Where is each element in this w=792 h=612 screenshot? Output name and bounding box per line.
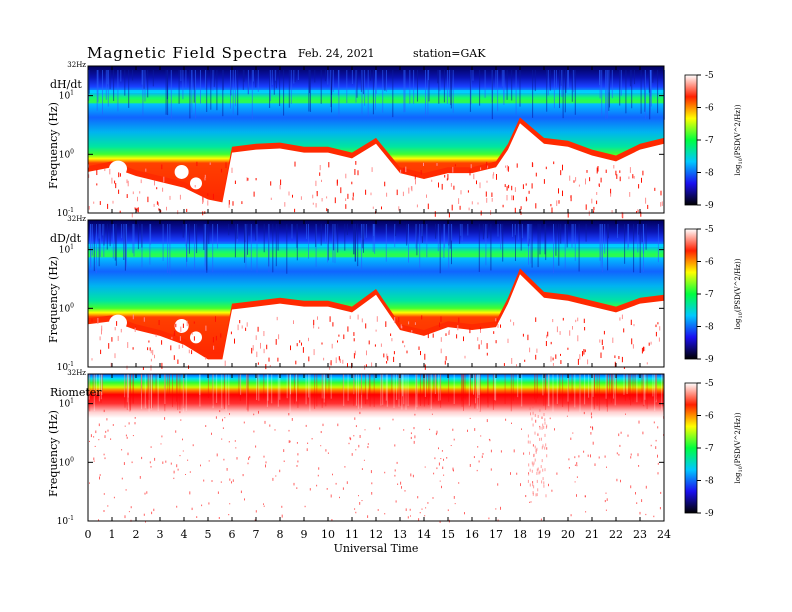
plot-title: Magnetic Field Spectra: [87, 44, 288, 62]
colorbar-tick-label: -9: [705, 355, 714, 365]
y-tick-label: 100: [59, 302, 74, 314]
data-gap-1: [109, 160, 127, 177]
colorbar: [684, 382, 698, 514]
x-tick-label: 0: [85, 528, 92, 541]
spectrogram-panel-riometer: 32Hz 101 100 10-1 Riometer Frequency (Hz) -5 -6…: [47, 369, 744, 527]
y-tick-label: 10-1: [57, 515, 74, 527]
data-gap-3: [190, 177, 202, 190]
plot-date: Feb. 24, 2021: [298, 47, 375, 60]
noise-floor-region: [88, 123, 664, 213]
data-gap-2: [174, 318, 189, 333]
colorbar-tick-label: -7: [705, 136, 714, 146]
x-tick-label: 7: [253, 528, 260, 541]
x-tick-label: 11: [345, 528, 359, 541]
x-tick-label: 10: [321, 528, 335, 541]
colorbar-tick-label: -9: [705, 201, 714, 211]
y-axis-label: Frequency (Hz): [47, 410, 60, 497]
data-gap-2: [174, 164, 189, 179]
x-axis-label: Universal Time: [334, 542, 419, 555]
x-tick-label: 21: [585, 528, 599, 541]
x-tick-label: 16: [465, 528, 479, 541]
y-tick-label: 100: [59, 456, 74, 468]
y-top-label: 32Hz: [67, 61, 86, 69]
schumann-line: [88, 253, 664, 258]
y-tick-label: 10-1: [57, 207, 74, 219]
panel-label: dD/dt: [50, 232, 82, 245]
x-tick-label: 8: [277, 528, 284, 541]
data-gap-3: [190, 331, 202, 344]
colorbar-label: log10(PSD(V^2/Hz)): [734, 258, 744, 329]
colorbar-tick-label: -6: [705, 258, 714, 268]
colorbar-tick-label: -7: [705, 444, 714, 454]
x-tick-label: 12: [369, 528, 383, 541]
y-axis-label: Frequency (Hz): [47, 102, 60, 189]
x-tick-label: 4: [181, 528, 188, 541]
panel-label: Riometer: [50, 386, 102, 399]
x-tick-label: 20: [561, 528, 575, 541]
x-tick-label: 24: [657, 528, 671, 541]
station-label: station=GAK: [413, 47, 486, 60]
y-tick-label: 101: [59, 244, 74, 256]
x-tick-label: 5: [205, 528, 212, 541]
spectrogram-panel-dd-dt: 32Hz 101 100 10-1 dD/dt Frequency (Hz) -5 -6 -7 -…: [47, 215, 744, 373]
x-tick-label: 13: [393, 528, 407, 541]
x-tick-label: 1: [109, 528, 116, 541]
y-tick-label: 10-1: [57, 361, 74, 373]
spectrogram-background: [88, 374, 664, 521]
y-tick-label: 100: [59, 148, 74, 160]
x-tick-label: 15: [441, 528, 455, 541]
resonance-band: [88, 243, 664, 247]
data-gap-1: [109, 314, 127, 331]
x-tick-label: 6: [229, 528, 236, 541]
colorbar-label: log10(PSD(V^2/Hz)): [734, 104, 744, 175]
colorbar-tick-label: -5: [705, 379, 714, 389]
colorbar: [684, 228, 698, 360]
x-tick-label: 23: [633, 528, 647, 541]
colorbar: [684, 74, 698, 206]
y-tick-label: 101: [59, 398, 74, 410]
y-tick-label: 101: [59, 90, 74, 102]
y-axis-label: Frequency (Hz): [47, 256, 60, 343]
colorbar-tick-label: -5: [705, 71, 714, 81]
x-tick-label: 19: [537, 528, 551, 541]
x-tick-label: 22: [609, 528, 623, 541]
x-tick-label: 2: [133, 528, 140, 541]
colorbar-tick-label: -8: [705, 169, 714, 179]
x-tick-label: 3: [157, 528, 164, 541]
x-tick-label: 17: [489, 528, 503, 541]
colorbar-tick-label: -6: [705, 412, 714, 422]
panel-label: dH/dt: [50, 78, 82, 91]
colorbar-tick-label: -8: [705, 477, 714, 487]
x-tick-label: 14: [417, 528, 431, 541]
spectrogram-panel-dh-dt: 32Hz 101 100 10-1 dH/dt Frequency (Hz) -5 -6 -7 -…: [47, 61, 744, 219]
y-top-label: 32Hz: [67, 369, 86, 377]
colorbar-tick-label: -8: [705, 323, 714, 333]
x-tick-label: 9: [301, 528, 308, 541]
x-tick-label: 18: [513, 528, 527, 541]
noise-floor-region: [88, 274, 664, 367]
colorbar-tick-label: -7: [705, 290, 714, 300]
colorbar-tick-label: -9: [705, 509, 714, 519]
colorbar-tick-label: -5: [705, 225, 714, 235]
colorbar-label: log10(PSD(V^2/Hz)): [734, 412, 744, 483]
colorbar-tick-label: -6: [705, 104, 714, 114]
y-top-label: 32Hz: [67, 215, 86, 223]
